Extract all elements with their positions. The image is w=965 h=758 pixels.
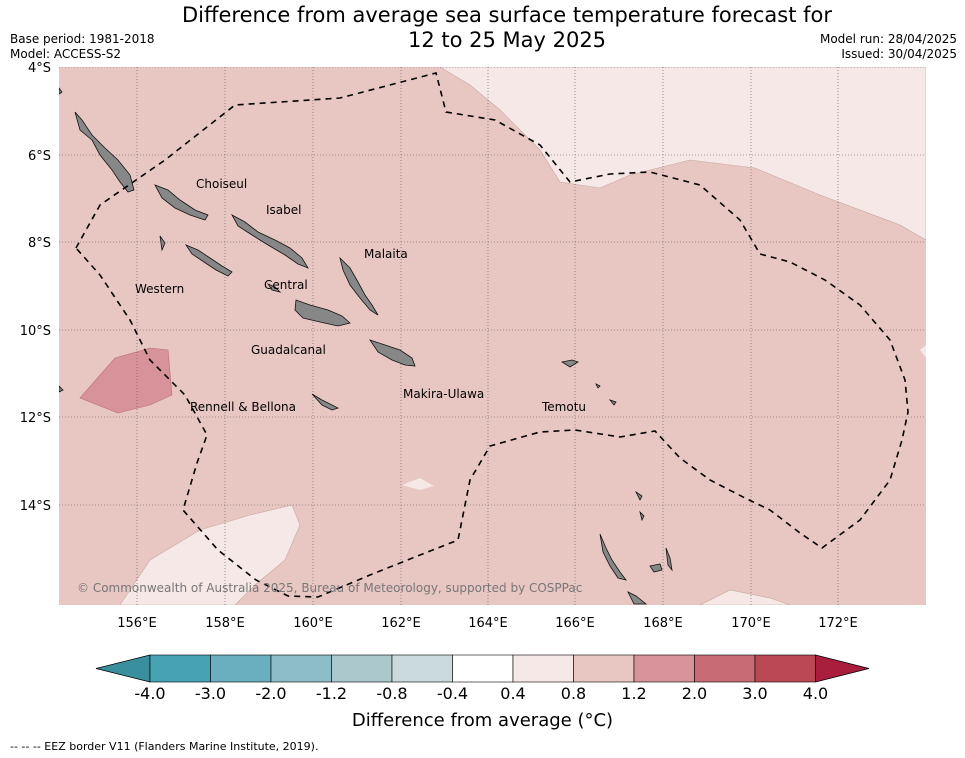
anomaly-field-e-light <box>920 345 926 358</box>
island-central <box>266 283 282 293</box>
island-vanuatu-5 <box>634 490 643 501</box>
lat-label: 4°S <box>28 61 51 76</box>
title-line-1: Difference from average sea surface temp… <box>182 3 832 27</box>
island-vanuatu-2 <box>627 591 648 605</box>
island-temotu-1 <box>560 359 579 368</box>
title-line-2: 12 to 25 May 2025 <box>407 28 607 52</box>
model-name: Model: ACCESS-S2 <box>10 47 122 61</box>
colorbar-swatch <box>573 654 635 683</box>
colorbar-tick-label: 0.4 <box>500 684 525 703</box>
gridlines <box>59 67 926 605</box>
colorbar-tick-label: -0.8 <box>376 684 407 703</box>
island-west-edge <box>59 385 64 393</box>
anomaly-field-small-light <box>402 478 434 490</box>
colorbar-swatch <box>391 654 453 683</box>
anomaly-field-ne-light <box>439 67 926 241</box>
colorbar-swatch <box>694 654 756 683</box>
island-guadalcanal <box>294 299 351 327</box>
colorbar-extend-max <box>815 654 870 683</box>
region-label: Isabel <box>266 203 301 217</box>
region-label: Choiseul <box>196 177 247 191</box>
colorbar-swatch <box>452 654 514 683</box>
colorbar-tick-label: 1.2 <box>621 684 646 703</box>
island-malaita <box>339 256 379 316</box>
lat-label: 6°S <box>28 149 51 164</box>
anomaly-field-s-light <box>699 589 791 605</box>
map-title: Difference from average sea surface temp… <box>0 3 965 53</box>
island-nw-edge <box>59 87 63 95</box>
region-label: Central <box>264 278 308 292</box>
colorbar-tick-label: 0.8 <box>561 684 586 703</box>
lon-label: 172°E <box>818 616 858 631</box>
island-vanuatu-3 <box>665 547 673 572</box>
colorbar-tick-label: -0.4 <box>437 684 468 703</box>
anomaly-field-w-warm <box>79 347 173 414</box>
island-new-georgia <box>184 244 233 277</box>
meta-left: Base period: 1981-2018 Model: ACCESS-S2 <box>10 32 155 62</box>
colorbar-tick-label: 2.0 <box>682 684 707 703</box>
region-labels: Choiseul Isabel Malaita Western Central … <box>135 177 586 414</box>
lon-label: 170°E <box>731 616 771 631</box>
island-isabel <box>231 214 309 269</box>
lon-label: 160°E <box>293 616 333 631</box>
region-label: Temotu <box>541 400 586 414</box>
lat-label: 14°S <box>20 499 51 514</box>
meta-right: Model run: 28/04/2025 Issued: 30/04/2025 <box>820 32 957 62</box>
lat-label: 10°S <box>20 324 51 339</box>
lon-label: 168°E <box>643 616 683 631</box>
island-vanuatu-6 <box>639 510 645 522</box>
map-area: Choiseul Isabel Malaita Western Central … <box>59 67 926 605</box>
base-period: Base period: 1981-2018 <box>10 32 155 46</box>
colorbar-tick-label: -3.0 <box>195 684 226 703</box>
island-makira <box>369 339 416 367</box>
eez-border <box>75 72 909 598</box>
lat-label: 12°S <box>20 411 51 426</box>
lon-label: 158°E <box>205 616 245 631</box>
colorbar-extend-min <box>95 654 151 683</box>
lat-label: 8°S <box>28 236 51 251</box>
colorbar-swatch <box>210 654 272 683</box>
lon-label: 156°E <box>117 616 157 631</box>
colorbar-tick-label: -4.0 <box>134 684 165 703</box>
island-rennell <box>311 393 340 411</box>
land-masses <box>59 87 673 605</box>
model-run: Model run: 28/04/2025 <box>819 32 957 46</box>
island-western-2 <box>159 235 166 252</box>
island-choiseul <box>154 184 209 221</box>
colorbar-swatch <box>331 654 393 683</box>
copyright-notice: © Commonwealth of Australia 2025, Bureau… <box>77 581 582 595</box>
colorbar-swatch <box>149 654 211 683</box>
colorbar-title: Difference from average (°C) <box>351 710 614 731</box>
lon-label: 166°E <box>555 616 595 631</box>
colorbar-tick-label: 3.0 <box>742 684 767 703</box>
region-label: Malaita <box>364 247 408 261</box>
region-label: Guadalcanal <box>251 343 326 357</box>
issued-date: Issued: 30/04/2025 <box>841 47 957 61</box>
colorbar-tick-label: 4.0 <box>803 684 828 703</box>
region-label: Rennell & Bellona <box>190 400 296 414</box>
latitude-labels: 4°S 6°S 8°S 10°S 12°S 14°S <box>20 61 51 514</box>
colorbar-swatch <box>270 654 332 683</box>
eez-footnote: -- -- -- EEZ border V11 (Flanders Marine… <box>10 740 319 753</box>
region-label: Makira-Ulawa <box>403 387 484 401</box>
island-temotu-3 <box>608 399 617 406</box>
longitude-labels: 156°E 158°E 160°E 162°E 164°E 166°E 168°… <box>117 616 858 631</box>
island-vanuatu-1 <box>599 533 627 581</box>
island-temotu-2 <box>595 383 601 389</box>
colorbar-tick-label: -1.2 <box>316 684 347 703</box>
colorbar: -4.0 -3.0 -2.0 -1.2 -0.8 -0.4 0.4 0.8 1.2 2.0 3.0 4… <box>95 654 870 703</box>
colorbar-tick-label: -2.0 <box>255 684 286 703</box>
lon-label: 164°E <box>468 616 508 631</box>
island-vanuatu-4 <box>649 563 663 573</box>
region-label: Western <box>135 282 184 296</box>
colorbar-swatch <box>512 654 574 683</box>
colorbar-swatch <box>754 654 816 683</box>
island-western-1 <box>74 111 135 193</box>
lon-label: 162°E <box>381 616 421 631</box>
colorbar-swatch <box>633 654 695 683</box>
